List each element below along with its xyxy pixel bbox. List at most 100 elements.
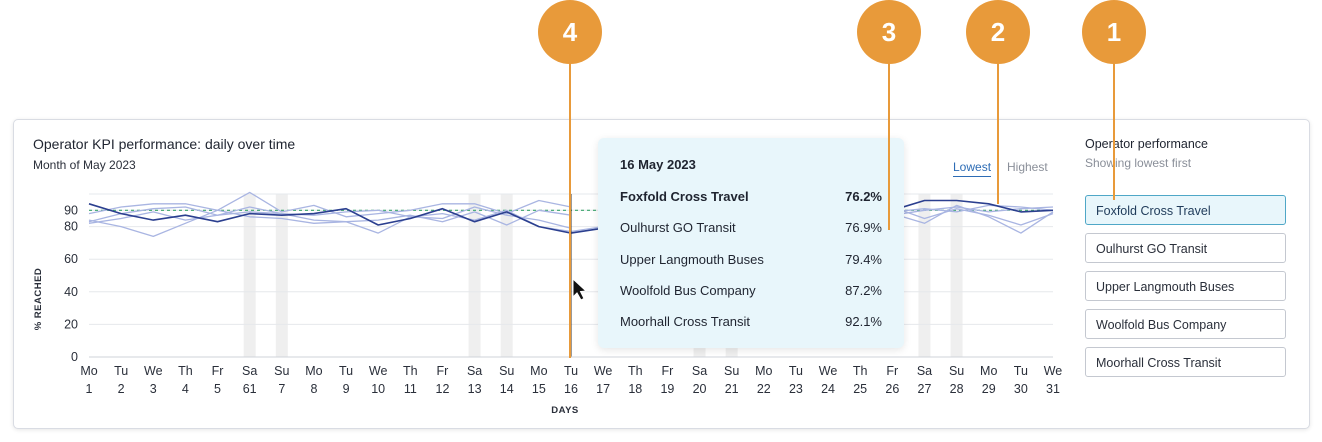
x-tick-day: 28 <box>950 382 964 396</box>
series-line-woolfold-bus-company <box>88 206 1054 226</box>
x-tick-day: 29 <box>982 382 996 396</box>
tooltip-operator-value: 92.1% <box>845 314 882 329</box>
y-tick-label: 90 <box>64 203 78 217</box>
x-tick-weekday: Th <box>853 364 868 378</box>
x-axis-label: DAYS <box>551 405 579 416</box>
x-tick-weekday: We <box>369 364 388 378</box>
callout-line-3 <box>888 62 890 230</box>
operator-button-foxfold-cross-travel[interactable]: Foxfold Cross Travel <box>1085 195 1286 225</box>
x-tick-weekday: Sa <box>692 364 707 378</box>
tooltip-operator-name: Upper Langmouth Buses <box>620 252 764 267</box>
weekend-band <box>275 194 288 357</box>
x-tick-day: 15 <box>532 382 546 396</box>
y-tick-label: 60 <box>64 252 78 266</box>
x-tick-weekday: Th <box>628 364 643 378</box>
x-tick-day: 22 <box>757 382 771 396</box>
weekend-band <box>468 194 481 357</box>
tooltip-operator-value: 76.9% <box>845 220 882 235</box>
callout-badge-2: 2 <box>966 0 1030 64</box>
x-tick-weekday: Fr <box>886 364 898 378</box>
x-tick-weekday: Tu <box>339 364 353 378</box>
x-tick-weekday: Tu <box>1014 364 1028 378</box>
callout-line-1 <box>1113 62 1115 200</box>
x-tick-weekday: Fr <box>661 364 673 378</box>
tooltip-operator-name: Foxfold Cross Travel <box>620 189 749 204</box>
x-tick-day: 30 <box>1014 382 1028 396</box>
x-tick-day: 21 <box>725 382 739 396</box>
x-tick-day: 9 <box>343 382 350 396</box>
x-tick-weekday: Su <box>949 364 964 378</box>
x-tick-day: 31 <box>1046 382 1060 396</box>
x-tick-weekday: Sa <box>467 364 482 378</box>
x-tick-day: 19 <box>660 382 674 396</box>
x-tick-weekday: Th <box>178 364 193 378</box>
x-tick-day: 27 <box>918 382 932 396</box>
x-tick-day: 18 <box>628 382 642 396</box>
x-tick-weekday: Su <box>274 364 289 378</box>
x-tick-weekday: Sa <box>917 364 932 378</box>
x-tick-weekday: We <box>144 364 163 378</box>
series-line-upper-langmouth-buses <box>88 204 1054 238</box>
x-tick-day: 16 <box>564 382 578 396</box>
tooltip-operator-value: 87.2% <box>845 283 882 298</box>
x-tick-day: 7 <box>278 382 285 396</box>
sort-lowest-toggle[interactable]: Lowest <box>953 160 992 177</box>
x-tick-day: 10 <box>371 382 385 396</box>
x-tick-day: 8 <box>310 382 317 396</box>
x-tick-day: 11 <box>404 382 417 396</box>
x-tick-weekday: Th <box>403 364 418 378</box>
y-axis-label: % REACHED <box>33 268 44 331</box>
x-tick-day: 26 <box>885 382 899 396</box>
tooltip-operator-name: Oulhurst GO Transit <box>620 220 736 235</box>
y-tick-label: 0 <box>71 350 78 364</box>
sort-highest-toggle[interactable]: Highest <box>1007 160 1048 174</box>
x-tick-weekday: Mo <box>755 364 772 378</box>
chart-title: Operator KPI performance: daily over tim… <box>33 136 296 152</box>
x-tick-weekday: Mo <box>305 364 322 378</box>
weekend-band <box>243 194 256 357</box>
tooltip-operator-value: 76.2% <box>845 189 882 204</box>
x-tick-weekday: Mo <box>530 364 547 378</box>
x-tick-day: 61 <box>243 382 257 396</box>
x-tick-day: 20 <box>693 382 707 396</box>
callout-line-2 <box>997 62 999 204</box>
x-tick-day: 17 <box>596 382 610 396</box>
x-tick-weekday: Fr <box>437 364 449 378</box>
x-tick-weekday: Tu <box>789 364 803 378</box>
x-tick-day: 25 <box>853 382 867 396</box>
y-tick-label: 80 <box>64 220 78 234</box>
x-tick-day: 3 <box>150 382 157 396</box>
tooltip-operator-value: 79.4% <box>845 252 882 267</box>
x-tick-day: 14 <box>500 382 514 396</box>
x-tick-weekday: Fr <box>212 364 224 378</box>
x-tick-weekday: Mo <box>80 364 97 378</box>
weekend-band <box>500 194 513 357</box>
x-tick-weekday: We <box>594 364 613 378</box>
operator-button-woolfold-bus-company[interactable]: Woolfold Bus Company <box>1085 309 1286 339</box>
weekend-band <box>950 194 963 357</box>
operator-button-oulhurst-go-transit[interactable]: Oulhurst GO Transit <box>1085 233 1286 263</box>
x-tick-weekday: We <box>819 364 838 378</box>
tooltip-operator-name: Moorhall Cross Transit <box>620 314 751 329</box>
x-tick-day: 2 <box>118 382 125 396</box>
tooltip-operator-name: Woolfold Bus Company <box>620 283 756 298</box>
x-tick-day: 13 <box>468 382 482 396</box>
x-tick-day: 24 <box>821 382 835 396</box>
x-tick-weekday: Sa <box>242 364 257 378</box>
callout-badge-3: 3 <box>857 0 921 64</box>
x-tick-day: 5 <box>214 382 221 396</box>
callout-badge-1: 1 <box>1082 0 1146 64</box>
series-line-foxfold-cross-travel <box>88 199 1054 234</box>
x-tick-day: 23 <box>789 382 803 396</box>
operator-panel-title: Operator performance <box>1085 137 1208 151</box>
x-tick-day: 1 <box>86 382 93 396</box>
x-tick-day: 4 <box>182 382 189 396</box>
hover-tooltip: 16 May 2023 Foxfold Cross Travel 76.2% O… <box>598 138 904 348</box>
x-tick-weekday: Tu <box>114 364 128 378</box>
callout-badge-4: 4 <box>538 0 602 64</box>
operator-button-upper-langmouth-buses[interactable]: Upper Langmouth Buses <box>1085 271 1286 301</box>
x-tick-weekday: Su <box>724 364 739 378</box>
y-tick-label: 40 <box>64 285 78 299</box>
x-tick-weekday: Su <box>499 364 514 378</box>
operator-button-moorhall-cross-transit[interactable]: Moorhall Cross Transit <box>1085 347 1286 377</box>
